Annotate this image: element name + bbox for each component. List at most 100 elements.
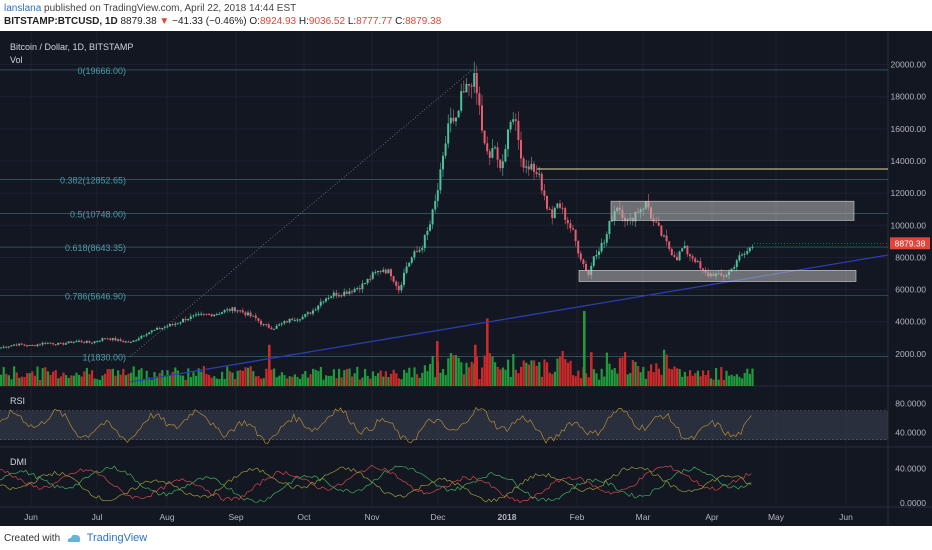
volume-bar	[369, 378, 372, 386]
candle-body	[249, 312, 252, 317]
candle-body	[689, 254, 691, 257]
candle-body	[507, 129, 509, 150]
last-price: 8879.38	[120, 16, 157, 27]
x-tick-label: 2018	[498, 512, 517, 522]
candle-body	[114, 338, 117, 341]
candle-body	[364, 283, 366, 285]
candle-body	[683, 245, 686, 249]
candle-body	[660, 225, 663, 236]
high-label: H:	[298, 16, 309, 27]
candle-body	[143, 335, 145, 337]
volume-bar	[608, 363, 611, 386]
volume-bar	[327, 375, 330, 386]
volume-bar	[117, 370, 120, 386]
chart-area[interactable]: 0(19666.00) 0.382(12852.65) 0.5(10748.00) 0…	[0, 31, 932, 526]
dmi-tick-label: 0.0000	[900, 498, 926, 508]
candle-body	[93, 341, 96, 343]
candle-body	[751, 246, 754, 248]
candle-body	[202, 313, 205, 315]
candle-body	[280, 323, 283, 325]
down-arrow-icon: ▼	[159, 16, 170, 27]
volume-bar	[525, 362, 528, 386]
candle-body	[387, 269, 390, 274]
volume-bar	[442, 368, 445, 386]
candle-body	[299, 319, 301, 321]
y-tick-label: 12000.00	[891, 188, 927, 198]
rsi-label: RSI	[10, 396, 25, 406]
volume-bar	[104, 373, 107, 386]
volume-bar	[189, 377, 192, 386]
candle-body	[36, 344, 39, 347]
volume-bar	[161, 370, 164, 386]
volume-bar	[426, 371, 429, 386]
candle-body	[556, 203, 559, 208]
rsi-tick-label: 80.0000	[895, 399, 926, 409]
volume-bar	[639, 372, 642, 386]
candle-body	[210, 314, 213, 317]
volume-bar	[738, 376, 741, 386]
candle-body	[257, 318, 260, 321]
volume-bar	[330, 375, 333, 386]
candle-body	[522, 158, 525, 168]
candle-body	[382, 269, 385, 272]
volume-bar	[683, 371, 686, 386]
volume-bar	[668, 368, 671, 386]
tradingview-brand[interactable]: TradingView	[86, 532, 148, 544]
candle-body	[429, 224, 431, 231]
volume-bar	[226, 366, 229, 386]
candle-body	[338, 295, 340, 297]
volume-bar	[239, 370, 242, 386]
candle-body	[592, 256, 595, 266]
candle-body	[332, 292, 335, 297]
candle-body	[600, 242, 603, 252]
candle-body	[540, 173, 543, 191]
volume-bar	[228, 371, 231, 386]
axes: Jun Jul Aug Sep Oct Nov Dec 2018 Feb Mar Apr May Jun…	[24, 60, 930, 522]
volume-bar	[535, 365, 538, 386]
volume-label: Vol	[10, 55, 23, 65]
volume-bar	[621, 357, 624, 386]
volume-bar	[275, 377, 278, 386]
volume-bar	[299, 378, 302, 386]
volume-bar	[538, 362, 541, 386]
volume-bar	[296, 376, 299, 386]
volume-bar	[109, 369, 112, 386]
volume-bar	[127, 373, 130, 386]
x-tick-label: Jul	[92, 512, 103, 522]
volume-bar	[46, 371, 49, 386]
volume-bar	[70, 375, 73, 386]
candle-body	[452, 117, 455, 122]
volume-bar	[423, 365, 426, 386]
volume-bar	[5, 373, 8, 386]
candle-body	[369, 278, 372, 280]
candle-body	[15, 344, 18, 346]
candle-body	[416, 251, 418, 253]
volume-bar	[533, 360, 536, 386]
x-tick-label: May	[768, 512, 785, 522]
volume-bar	[98, 379, 101, 386]
candle-body	[395, 281, 398, 286]
candle-body	[197, 314, 200, 316]
chart-svg[interactable]: 0(19666.00) 0.382(12852.65) 0.5(10748.00) 0…	[0, 31, 932, 526]
volume-bar	[210, 377, 213, 386]
fib-level-label: 0(19666.00)	[77, 66, 126, 76]
volume-bar	[273, 368, 276, 386]
author-link[interactable]: lanslana	[4, 3, 42, 14]
volume-bar	[195, 375, 198, 386]
candle-body	[449, 117, 452, 124]
candle-body	[405, 266, 408, 273]
candle-body	[231, 307, 234, 311]
candle-body	[306, 312, 309, 315]
candle-body	[330, 296, 333, 298]
fib-level-label: 0.382(12852.65)	[60, 175, 126, 185]
candle-body	[96, 341, 99, 343]
volume-bar	[735, 374, 738, 386]
volume-bar	[340, 377, 343, 386]
volume-bar	[678, 369, 681, 386]
candle-body	[483, 130, 486, 144]
candle-body	[585, 263, 587, 272]
rsi-pane	[0, 406, 888, 444]
volume-bar	[364, 368, 367, 386]
volume-bar	[444, 375, 447, 386]
candle-body	[605, 234, 608, 243]
